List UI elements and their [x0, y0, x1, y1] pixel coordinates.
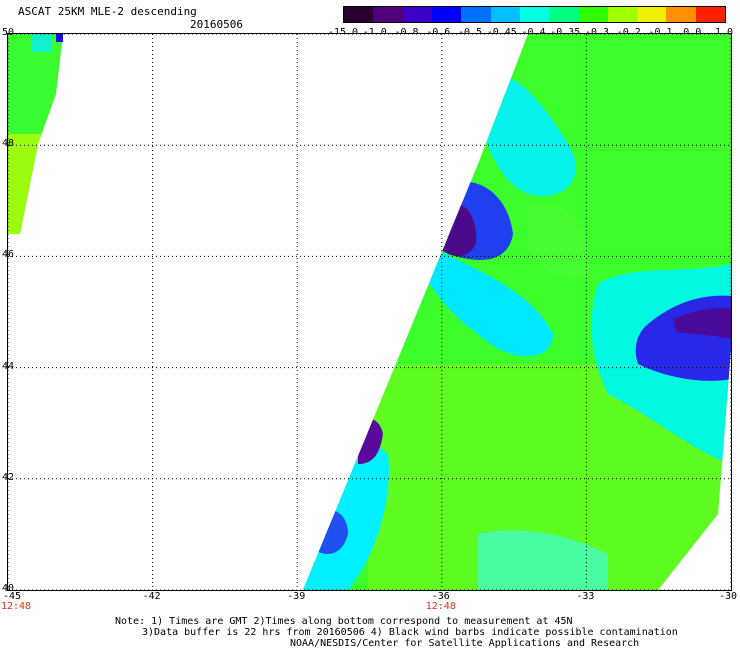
strip-blue-pixel [56, 34, 63, 42]
swath-cyan-midwest [418, 244, 553, 357]
colorbar-segment [637, 7, 667, 22]
strip-cyan [32, 34, 52, 52]
swath-green-center [528, 202, 590, 278]
latitude-label: 40 [2, 583, 15, 594]
time-label: 12:48 [0, 601, 32, 612]
colorbar-label: -0.1 [648, 27, 672, 38]
colorbar-segment [549, 7, 579, 22]
lat-lon-grid [8, 34, 731, 590]
main-swath [303, 34, 731, 590]
colorbar-segment [431, 7, 462, 22]
time-label: 12:48 [425, 601, 456, 612]
latitude-label: 44 [2, 360, 15, 372]
latitude-label: 48 [2, 138, 15, 150]
colorbar-segment [607, 7, 638, 22]
colorbar-segment [461, 7, 491, 22]
colorbar-label: -0.2 [617, 27, 641, 38]
colorbar-label: -15.0 [328, 27, 358, 38]
colorbar-segment [695, 7, 726, 22]
colorbar-segment [578, 7, 608, 22]
northwest-strip [8, 34, 63, 234]
note-line-2: 3)Data buffer is 22 hrs from 20160506 4)… [142, 627, 678, 638]
swath-cyan-west-lower [303, 445, 389, 590]
colorbar-label: -1.0 [363, 27, 387, 38]
colorbar-segment [402, 7, 432, 22]
longitude-label: -30 [718, 591, 738, 602]
colorbar-label: -0.6 [426, 27, 450, 38]
colorbar-segment [519, 7, 550, 22]
colorbar-label: -0.4 [521, 27, 545, 38]
longitude-label: -45 [2, 591, 22, 602]
swath-map [8, 34, 731, 590]
latitude-label: 50 [2, 27, 15, 38]
colorbar-label: 0.0 [683, 27, 701, 38]
colorbar-label: -0.45 [487, 27, 517, 38]
colorbar-segment [344, 7, 374, 22]
latitude-label: 46 [2, 249, 15, 261]
colorbar [343, 6, 726, 23]
credit-line: NOAA/NESDIS/Center for Satellite Applica… [290, 638, 640, 649]
map-date: 20160506 [190, 18, 243, 31]
colorbar-label: 1.0 [715, 27, 733, 38]
latitude-label: 42 [2, 471, 15, 483]
longitude-label: -36 [431, 591, 450, 602]
swath-purple-core-east [673, 307, 731, 339]
colorbar-label: -0.3 [585, 27, 609, 38]
longitude-label: -42 [142, 591, 161, 602]
colorbar-segment [373, 7, 403, 22]
note-line-1: Note: 1) Times are GMT 2)Times along bot… [115, 616, 573, 627]
longitude-label: -39 [287, 591, 306, 602]
map-plot-area [7, 33, 732, 591]
colorbar-label: -0.35 [550, 27, 580, 38]
colorbar-label: -0.5 [458, 27, 482, 38]
swath-cyan-south [478, 530, 608, 590]
map-title: ASCAT 25KM MLE-2 descending [18, 5, 197, 18]
colorbar-segment [490, 7, 520, 22]
colorbar-segment [666, 7, 696, 22]
colorbar-label: -0.8 [394, 27, 418, 38]
longitude-label: -33 [576, 591, 595, 602]
swath-cyan-north [478, 72, 576, 196]
